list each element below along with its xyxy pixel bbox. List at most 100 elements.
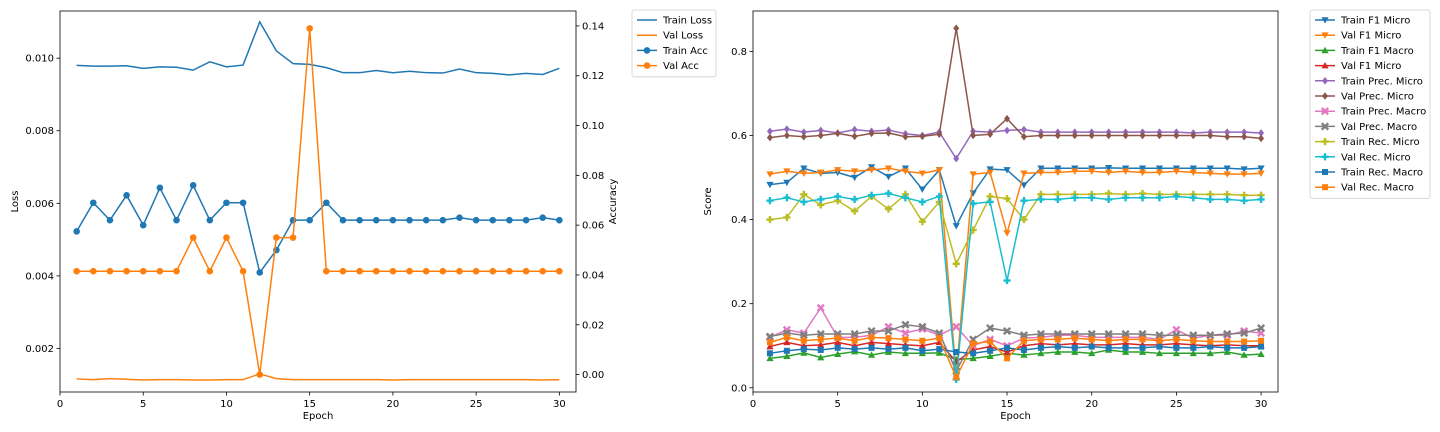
data-point — [1156, 131, 1163, 140]
data-point — [953, 374, 960, 381]
data-point — [766, 197, 774, 205]
data-point — [73, 267, 80, 275]
data-point — [919, 132, 926, 141]
data-point — [1207, 131, 1214, 140]
data-point — [1004, 114, 1011, 123]
data-point — [800, 170, 808, 177]
data-point — [1054, 343, 1061, 350]
data-point — [817, 346, 824, 353]
y-tick-label: 0.002 — [25, 344, 54, 355]
legend-label: Val Prec. Micro — [1341, 92, 1414, 103]
data-point — [918, 198, 926, 206]
data-point — [1037, 336, 1044, 343]
data-point — [800, 128, 807, 136]
legend-label: Val Acc — [663, 61, 699, 72]
data-point — [901, 320, 910, 329]
data-point — [851, 346, 858, 353]
data-point — [356, 267, 363, 275]
data-point — [1257, 350, 1265, 357]
series-val-loss — [76, 373, 560, 381]
data-point — [1054, 169, 1062, 177]
data-point — [817, 131, 824, 140]
data-point — [1223, 329, 1232, 339]
data-point — [884, 326, 893, 336]
data-point — [256, 371, 264, 378]
data-point — [1138, 169, 1147, 177]
data-point — [1088, 349, 1096, 357]
data-point — [206, 216, 214, 224]
data-point — [106, 267, 114, 275]
data-point — [539, 214, 547, 221]
data-point — [884, 189, 893, 198]
data-point — [851, 125, 858, 134]
data-point — [1054, 165, 1062, 172]
legend-swatch-marker — [1320, 107, 1330, 116]
data-point — [884, 340, 893, 347]
data-point — [173, 267, 180, 275]
data-point — [902, 132, 909, 141]
data-point — [1054, 195, 1062, 203]
data-point — [439, 216, 447, 224]
series-val-rec-macro — [766, 334, 1265, 381]
data-point — [1189, 169, 1197, 177]
data-point — [139, 221, 147, 229]
axes-frame — [752, 10, 1279, 393]
data-point — [850, 329, 859, 339]
data-point — [1122, 131, 1129, 140]
data-point — [783, 213, 791, 222]
legend-swatch-marker — [643, 62, 651, 69]
data-point — [1003, 194, 1011, 203]
data-point — [953, 349, 960, 356]
series-train-acc — [73, 182, 563, 276]
y-tick-label: 0.010 — [25, 54, 54, 65]
series-train-f1-micro — [766, 164, 1265, 230]
y2-tick-label: 0.06 — [582, 221, 604, 232]
data-point — [969, 171, 977, 178]
data-point — [867, 167, 876, 174]
data-point — [1155, 349, 1164, 357]
data-point — [969, 200, 977, 208]
data-point — [936, 335, 943, 342]
data-point — [1206, 165, 1214, 172]
data-point — [783, 179, 791, 187]
y-tick-label: 0.006 — [25, 199, 54, 210]
data-point — [902, 336, 909, 343]
data-point — [986, 198, 994, 206]
series-line — [769, 28, 1262, 140]
data-point — [1258, 134, 1265, 143]
legend-item: Train F1 Macro — [1315, 46, 1414, 57]
data-point — [439, 267, 447, 275]
y2-tick-label: 0.02 — [582, 320, 604, 331]
data-point — [1020, 132, 1027, 141]
legend-swatch-marker — [1322, 92, 1328, 100]
data-point — [851, 168, 859, 175]
data-point — [1104, 329, 1113, 339]
data-point — [123, 267, 130, 275]
data-point — [885, 129, 892, 137]
data-point — [1240, 166, 1248, 173]
legend-item: Train Acc — [637, 46, 708, 57]
data-point — [1138, 329, 1147, 339]
data-point — [867, 326, 876, 336]
data-point — [323, 199, 330, 207]
series-val-prec-macro — [765, 320, 1266, 376]
data-point — [489, 216, 497, 224]
data-point — [885, 346, 892, 353]
legend-swatch-marker — [643, 47, 651, 54]
data-point — [800, 346, 807, 353]
data-point — [1037, 344, 1044, 351]
data-point — [1088, 194, 1096, 202]
data-point — [1105, 337, 1112, 344]
y2-axis-label: Accuracy — [608, 179, 619, 225]
x-tick-label: 10 — [220, 399, 233, 410]
data-point — [919, 337, 926, 344]
legend-label: Val Rec. Macro — [1341, 183, 1414, 194]
series-line — [769, 167, 1262, 376]
axes-frame — [59, 10, 577, 393]
y-axis-label: Loss — [10, 191, 21, 213]
chart-panel-1: 0 5 10 15 20 25 30 0.002 0.004 0.006 0.008 0.010 0.0… — [10, 9, 717, 422]
data-point — [885, 335, 892, 342]
y-tick-label: 0.2 — [731, 299, 747, 310]
data-point — [289, 234, 297, 241]
data-point — [1155, 194, 1164, 202]
